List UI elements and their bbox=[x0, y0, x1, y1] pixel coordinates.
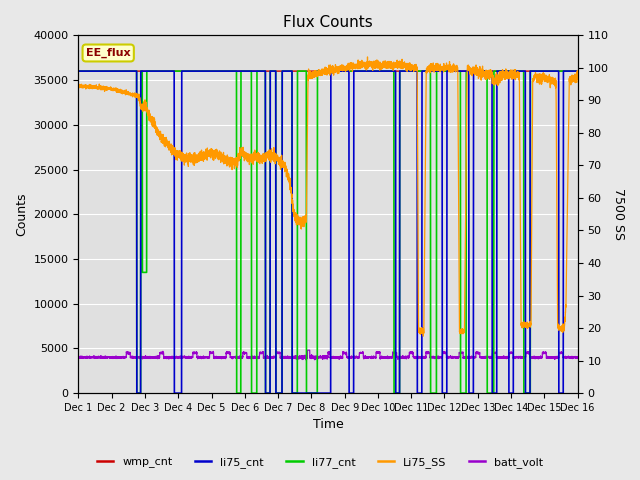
Y-axis label: Counts: Counts bbox=[15, 192, 28, 236]
Text: EE_flux: EE_flux bbox=[86, 48, 131, 58]
Title: Flux Counts: Flux Counts bbox=[283, 15, 373, 30]
Legend: wmp_cnt, li75_cnt, li77_cnt, Li75_SS, batt_volt: wmp_cnt, li75_cnt, li77_cnt, Li75_SS, ba… bbox=[92, 452, 548, 472]
Y-axis label: 7500 SS: 7500 SS bbox=[612, 188, 625, 240]
X-axis label: Time: Time bbox=[312, 419, 344, 432]
